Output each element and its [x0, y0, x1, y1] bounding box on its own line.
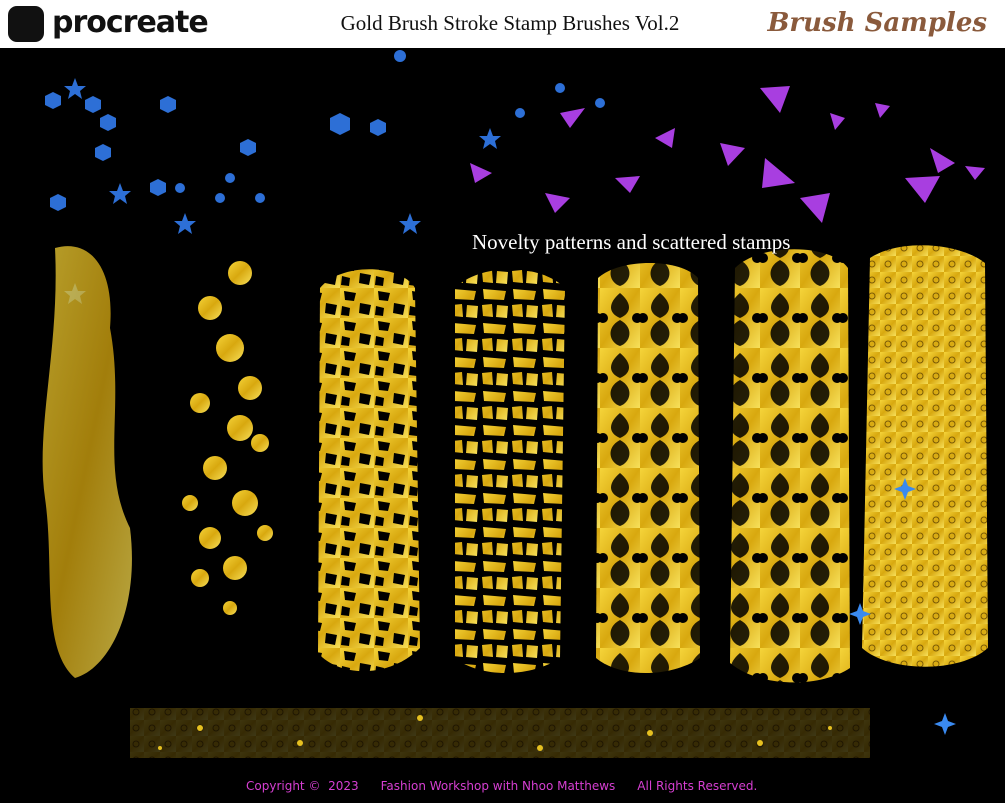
caption: Novelty patterns and scattered stamps — [472, 230, 791, 254]
author: Fashion Workshop with Nhoo Matthews — [380, 779, 616, 793]
artwork — [42, 50, 988, 758]
purple-stamps — [470, 86, 985, 223]
logo: procreate — [52, 5, 209, 40]
copyright: Copyright © 2023 — [246, 779, 359, 793]
footer: Copyright © 2023 Fashion Workshop with Nh… — [246, 779, 779, 793]
blue-sparkles — [849, 478, 956, 735]
logo-icon — [8, 6, 44, 42]
header: procreate Gold Brush Stroke Stamp Brushe… — [0, 0, 1005, 48]
gold-strokes — [42, 245, 988, 683]
title: Gold Brush Stroke Stamp Brushes Vol.2 — [340, 11, 680, 35]
rights: All Rights Reserved. — [637, 779, 758, 793]
gold-speckles — [130, 708, 870, 758]
badge: Brush Samples — [767, 8, 987, 38]
blue-stamps — [45, 50, 605, 304]
